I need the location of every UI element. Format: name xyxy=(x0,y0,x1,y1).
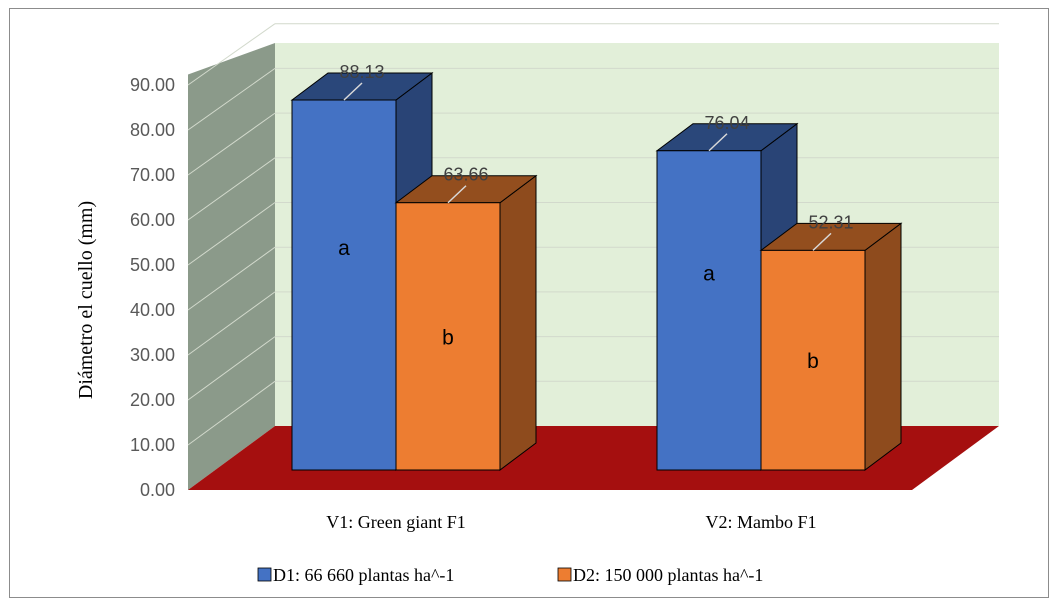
side-gridline xyxy=(187,380,276,446)
side-gridline xyxy=(187,67,276,131)
significance-letter: b xyxy=(442,326,454,349)
data-label: 76.04 xyxy=(704,113,749,133)
data-label-leader xyxy=(447,185,467,204)
bar xyxy=(291,99,397,471)
category-label: V1: Green giant F1 xyxy=(326,512,465,532)
side-gridline xyxy=(187,202,276,266)
y-tick-label: 90.00 xyxy=(130,75,175,95)
significance-letter: a xyxy=(703,262,715,285)
legend-label: D2: 150 000 plantas ha^-1 xyxy=(573,565,763,585)
y-tick-label: 30.00 xyxy=(130,345,175,365)
y-tick-label: 60.00 xyxy=(130,210,175,230)
side-gridline xyxy=(187,336,276,401)
y-tick-label: 0.00 xyxy=(140,480,175,500)
significance-letter: b xyxy=(807,350,819,373)
y-tick-label: 10.00 xyxy=(130,435,175,455)
bar-side xyxy=(864,222,902,471)
data-label-leader xyxy=(708,133,728,152)
data-label: 63.66 xyxy=(443,165,488,185)
side-wall xyxy=(188,43,275,490)
side-gridline xyxy=(187,157,276,221)
bar xyxy=(760,249,866,471)
side-gridline xyxy=(187,23,276,86)
significance-letter: a xyxy=(338,237,350,260)
data-label: 52.31 xyxy=(808,212,853,232)
data-label-leader xyxy=(812,232,832,251)
y-tick-label: 50.00 xyxy=(130,255,175,275)
side-gridline xyxy=(187,112,276,176)
legend-swatch xyxy=(557,567,572,582)
y-axis-label: Diámetro el cuello (mm) xyxy=(75,201,97,399)
y-tick-label: 40.00 xyxy=(130,300,175,320)
bar xyxy=(656,150,762,471)
y-tick-label: 20.00 xyxy=(130,390,175,410)
data-label: 88.13 xyxy=(339,62,384,82)
y-tick-label: 70.00 xyxy=(130,165,175,185)
bar-side xyxy=(499,174,537,471)
data-label-leader xyxy=(343,82,363,101)
y-tick-label: 80.00 xyxy=(130,120,175,140)
side-gridline xyxy=(187,291,276,356)
legend-swatch xyxy=(257,567,272,582)
side-gridline xyxy=(187,246,276,311)
legend-label: D1: 66 660 plantas ha^-1 xyxy=(273,565,454,585)
category-label: V2: Mambo F1 xyxy=(705,512,816,532)
bar xyxy=(395,202,501,471)
